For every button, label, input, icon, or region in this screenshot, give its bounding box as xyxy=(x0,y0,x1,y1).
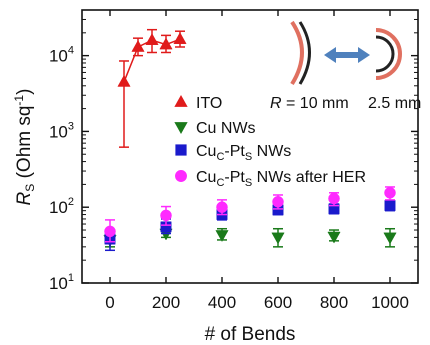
data-point xyxy=(272,196,284,208)
inset-arc-small-inner xyxy=(375,35,395,73)
legend-item-ito: ITO xyxy=(174,95,222,112)
data-point xyxy=(384,187,396,199)
x-axis-label: # of Bends xyxy=(205,324,296,345)
y-tick-label: 102 xyxy=(49,196,74,217)
x-tick-label: 200 xyxy=(152,293,180,312)
y-axis-label: RS (Ohm sq-1) xyxy=(12,89,37,206)
data-point xyxy=(384,200,396,212)
legend-item-cuc-pts-nws-after-her: CuC-PtS NWs after HER xyxy=(175,169,366,189)
legend-label-ito: ITO xyxy=(196,95,222,112)
series-cuc-pts-nws-after-her xyxy=(104,186,396,243)
y-axis-label-unit: (Ohm sq xyxy=(14,106,35,184)
series-cu-nws xyxy=(103,227,397,248)
bend-inset: R = 10 mm 2.5 mm xyxy=(270,20,421,112)
data-point xyxy=(215,230,229,243)
inset-small-radius-label: 2.5 mm xyxy=(368,95,421,112)
legend-label-cu-nws: Cu NWs xyxy=(196,120,256,137)
data-point xyxy=(383,232,397,245)
data-point xyxy=(271,232,285,245)
data-point xyxy=(145,33,159,45)
inset-arc-large-outer xyxy=(290,20,304,86)
data-point xyxy=(131,39,145,52)
axis-ticks: 0 200 400 600 800 1000 101 102 103 104 xyxy=(49,9,418,312)
legend-item-cu-nws: Cu NWs xyxy=(174,120,256,137)
legend-item-cuc-pts-nws: CuC-PtS NWs xyxy=(175,143,291,163)
data-series xyxy=(103,28,397,252)
legend-marker-ito xyxy=(174,95,188,107)
inset-arc-large-inner xyxy=(298,21,311,85)
data-point xyxy=(327,231,341,244)
legend-label-cuc-pts-nws-after-her: CuC-PtS NWs after HER xyxy=(196,169,366,189)
series-cuc-pts-nws xyxy=(104,199,396,252)
data-point xyxy=(117,74,131,87)
legend: ITO Cu NWs CuC-PtS NWs CuC-PtS NWs after… xyxy=(174,95,366,189)
data-point xyxy=(159,37,173,50)
double-arrow-icon xyxy=(324,47,370,63)
x-tick-label: 1000 xyxy=(371,293,409,312)
data-point xyxy=(216,201,228,213)
data-point xyxy=(160,221,172,233)
legend-label-cuc-pts-nws: CuC-PtS NWs xyxy=(196,143,291,163)
inset-arc-small-outer xyxy=(375,28,402,80)
legend-marker-cuc-pts-nws xyxy=(175,144,187,156)
y-tick-label: 103 xyxy=(49,120,74,141)
y-tick-label: 104 xyxy=(49,45,74,66)
x-tick-label: 600 xyxy=(264,293,292,312)
y-axis-label-unit-close: ) xyxy=(14,89,35,95)
y-axis-label-unit-exp: -1 xyxy=(12,95,26,106)
legend-marker-cu-nws xyxy=(174,122,188,134)
y-axis-label-main: R xyxy=(14,191,35,205)
y-axis-label-sub: S xyxy=(23,184,37,192)
data-point xyxy=(104,225,116,238)
plot-frame xyxy=(81,9,419,284)
x-tick-label: 0 xyxy=(105,293,114,312)
legend-marker-cuc-pts-nws-after-her xyxy=(175,170,187,182)
data-point xyxy=(328,192,340,205)
series-ito xyxy=(117,28,187,148)
inset-radius-label: R = 10 mm xyxy=(270,95,349,112)
data-point xyxy=(173,32,187,44)
y-tick-label: 101 xyxy=(49,272,74,293)
data-point xyxy=(160,209,172,222)
x-tick-label: 400 xyxy=(208,293,236,312)
x-tick-label: 800 xyxy=(320,293,348,312)
